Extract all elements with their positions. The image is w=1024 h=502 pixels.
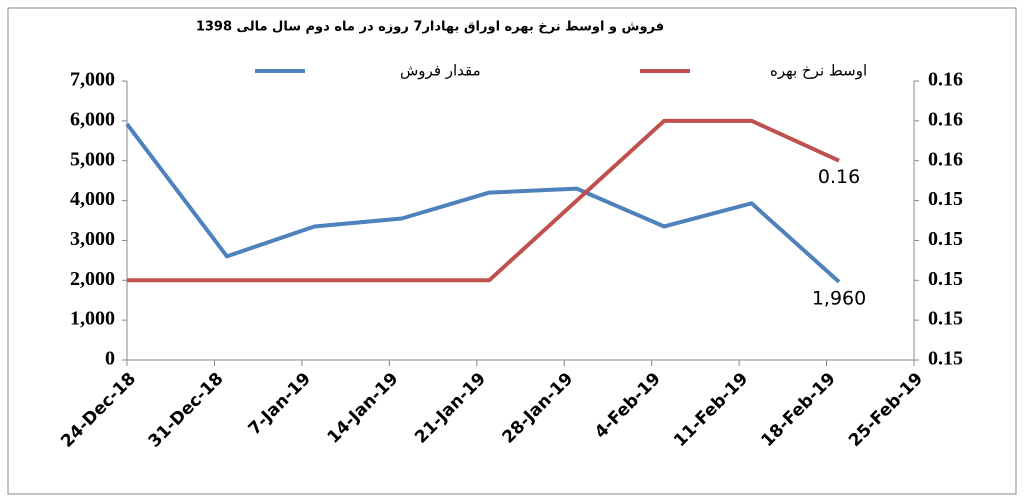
y2-tick-label: 0.15: [928, 268, 963, 290]
y2-tick-label: 0.16: [928, 69, 963, 91]
y2-tick-label: 0.15: [928, 188, 963, 210]
y2-tick-label: 0.16: [928, 108, 963, 130]
y-tick-label: 6,000: [70, 108, 115, 130]
legend-label: مقدار فروش: [400, 62, 481, 80]
chart-title: فروش و اوسط نرخ بهره اوراق بهادار7 روزه …: [196, 20, 664, 35]
value-label: 1,960: [812, 287, 866, 309]
y-tick-label: 5,000: [70, 148, 115, 170]
series-line: [125, 122, 841, 284]
y2-tick-label: 0.15: [928, 308, 963, 330]
series-line: [127, 118, 840, 283]
legend-label: اوسط نرخ بهره: [770, 62, 867, 80]
chart-frame: [7, 7, 1017, 495]
y-tick-label: 2,000: [70, 268, 115, 290]
y-tick-label: 0: [105, 348, 115, 370]
y-tick-label: 4,000: [70, 188, 115, 210]
y2-tick-label: 0.16: [928, 148, 963, 170]
y-tick-label: 1,000: [70, 308, 115, 330]
y-tick-label: 3,000: [70, 228, 115, 250]
y-tick-label: 7,000: [70, 69, 115, 91]
y2-tick-label: 0.15: [928, 228, 963, 250]
value-label: 0.16: [818, 166, 860, 188]
y2-tick-label: 0.15: [928, 348, 963, 370]
